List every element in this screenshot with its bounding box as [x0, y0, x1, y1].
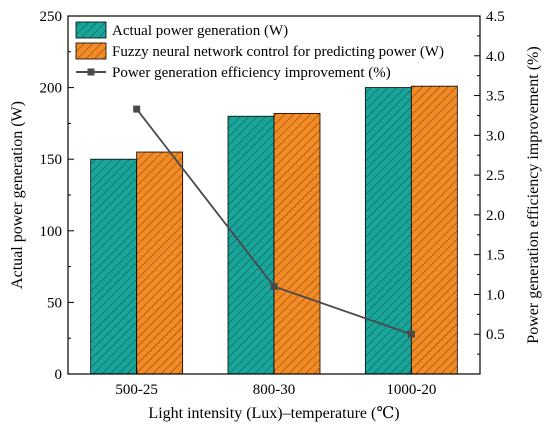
bar-actual-0	[90, 158, 138, 375]
legend-label-efficiency: Power generation efficiency improvement …	[112, 65, 391, 81]
y2-tick-label-0: 0.5	[486, 327, 505, 343]
y-tick-label-0: 0	[55, 367, 63, 383]
y-tick-label-3: 150	[40, 152, 63, 168]
bar-actual-1	[227, 115, 275, 375]
legend-label-actual-power: Actual power generation (W)	[112, 23, 288, 39]
x-tick-label-0: 500-25	[115, 382, 158, 398]
legend-marker-efficiency	[87, 68, 95, 76]
x-axis: 500-25 800-30 1000-20	[115, 368, 436, 398]
legend-swatch-actual-power	[75, 21, 107, 39]
bar-predicted-0	[136, 151, 184, 375]
left-axis: 0 50 100 150 200 250	[40, 9, 74, 383]
y-tick-label-2: 100	[40, 224, 63, 240]
y-tick-label-5: 250	[40, 9, 63, 25]
bar-predicted-2	[410, 85, 458, 375]
y2-tick-label-2: 1.5	[486, 248, 505, 264]
y2-tick-label-1: 1.0	[486, 287, 505, 303]
legend-swatch-predicted-power	[75, 42, 107, 60]
bar-predicted-1	[273, 112, 321, 375]
y2-tick-label-3: 2.0	[486, 208, 505, 224]
y2-tick-label-5: 3.0	[486, 128, 505, 144]
efficiency-line-layer	[133, 105, 415, 338]
bar-group	[90, 85, 458, 375]
efficiency-point-2	[407, 330, 415, 338]
y-tick-label-4: 200	[40, 81, 63, 97]
y2-tick-label-6: 3.5	[486, 89, 505, 105]
legend-label-predicted-power: Fuzzy neural network control for predict…	[112, 44, 444, 60]
x-tick-label-1: 800-30	[253, 382, 296, 398]
legend: Actual power generation (W) Fuzzy neural…	[75, 21, 444, 81]
efficiency-point-0	[133, 105, 141, 113]
x-tick-label-2: 1000-20	[386, 382, 436, 398]
efficiency-point-1	[270, 282, 278, 290]
y2-tick-label-8: 4.5	[486, 9, 505, 25]
y2-axis-title: Power generation efficiency improvement …	[525, 46, 542, 343]
bar-actual-2	[364, 87, 412, 375]
y2-tick-label-4: 2.5	[486, 168, 505, 184]
x-axis-title: Light intensity (Lux)–temperature (℃)	[148, 405, 399, 422]
y-axis-title: Actual power generation (W)	[9, 101, 26, 289]
right-axis: 0.5 1.0 1.5 2.0 2.5 3.0 3.5 4.0 4.5	[474, 9, 505, 355]
y-tick-label-1: 50	[47, 295, 62, 311]
y2-tick-label-7: 4.0	[486, 49, 505, 65]
